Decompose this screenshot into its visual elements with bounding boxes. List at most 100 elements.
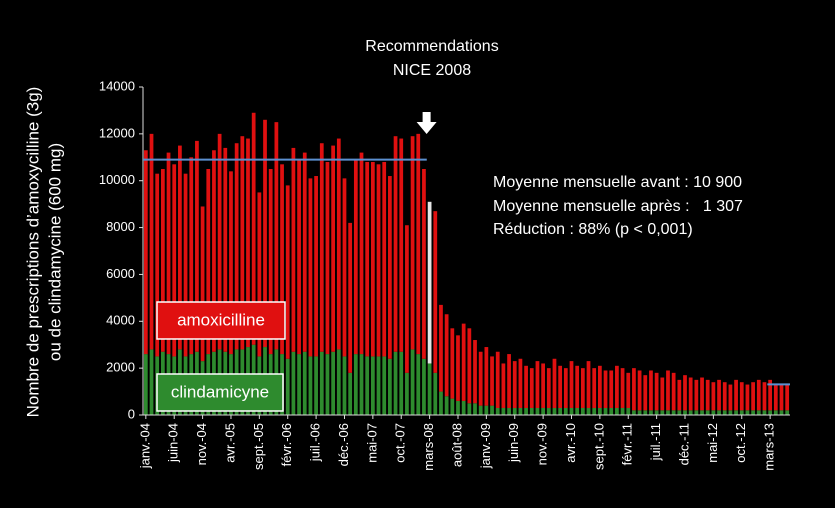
legend-label: clindamicyne <box>171 382 269 401</box>
bar-segment <box>370 356 375 415</box>
bar-segment <box>756 410 761 415</box>
bar-segment <box>711 382 716 411</box>
x-tick-label: févr.-06 <box>279 423 294 466</box>
x-tick-label: nov.-09 <box>535 423 550 465</box>
bar-segment <box>450 328 455 399</box>
x-tick-label: oct.-07 <box>393 423 408 463</box>
bar-segment <box>654 372 659 411</box>
bar-segment <box>597 365 602 408</box>
x-tick-label: janv.-09 <box>478 423 493 469</box>
bar-segment <box>155 173 160 357</box>
bar-segment <box>189 157 194 355</box>
bar-segment <box>450 398 455 415</box>
bar-segment <box>683 375 687 411</box>
bar-segment <box>257 192 262 357</box>
bar-segment <box>291 147 296 352</box>
bar-segment <box>461 323 466 401</box>
bar-segment <box>751 382 755 411</box>
bar-segment <box>739 382 744 411</box>
bar-segment <box>586 407 591 415</box>
bar-segment <box>518 358 523 408</box>
x-tick-label: juin-04 <box>166 423 181 463</box>
y-tick-label: 14000 <box>99 78 135 93</box>
bar-segment <box>507 407 511 415</box>
bar-segment <box>620 368 625 408</box>
y-axis-label: ou de clindamycine (600 mg) <box>45 143 64 361</box>
bar-segment <box>234 143 239 350</box>
bar-segment <box>348 222 353 373</box>
bar-segment <box>376 356 381 415</box>
bar-segment <box>166 152 171 355</box>
x-tick-label: juin-09 <box>506 423 521 463</box>
bar-segment <box>416 354 421 415</box>
bar-segment <box>700 377 704 411</box>
bar-segment <box>677 379 682 411</box>
bar-segment <box>694 410 699 415</box>
bar-segment <box>240 136 245 350</box>
bar-segment <box>342 178 347 357</box>
bar-segment <box>319 351 324 415</box>
bar-segment <box>563 407 568 415</box>
bar-segment <box>632 368 636 411</box>
bar-segment <box>370 161 375 357</box>
bar-segment <box>439 391 443 415</box>
x-tick-label: déc.-06 <box>336 423 351 466</box>
bar-segment <box>677 410 682 415</box>
bar-segment <box>779 384 784 411</box>
bar-segment <box>433 372 438 415</box>
bar-segment <box>302 351 307 415</box>
x-tick-label: sept.-10 <box>591 423 606 470</box>
bar-segment <box>495 351 500 408</box>
bar-segment <box>722 410 727 415</box>
bar-segment <box>688 410 693 415</box>
bar-segment <box>546 407 551 415</box>
bar-segment <box>518 407 523 415</box>
bar-segment <box>512 407 517 415</box>
bar-segment <box>626 372 631 408</box>
bar-segment <box>160 169 165 352</box>
bar-segment <box>745 384 750 411</box>
y-tick-label: 0 <box>128 406 135 421</box>
bar-segment <box>773 384 778 411</box>
bar-segment <box>671 372 676 411</box>
bar-segment <box>779 410 784 415</box>
bar-segment <box>456 335 460 401</box>
bar-segment <box>524 407 528 415</box>
bar-segment <box>575 407 580 415</box>
bar-segment <box>365 356 370 415</box>
bar-segment <box>541 407 545 415</box>
bar-segment <box>756 379 761 411</box>
bar-segment <box>353 354 358 415</box>
bar-segment <box>444 314 449 397</box>
bar-segment <box>348 372 353 415</box>
bar-segment <box>393 136 398 352</box>
bar-segment <box>206 169 211 355</box>
bar-segment <box>643 375 648 411</box>
bar-segment <box>535 407 540 415</box>
bar-segment <box>490 405 494 415</box>
x-tick-label: févr.-11 <box>620 423 635 465</box>
bar-segment <box>597 407 602 415</box>
bar-segment <box>592 368 597 408</box>
bar-segment <box>785 384 790 411</box>
bar-segment <box>558 365 563 408</box>
bar-segment <box>552 358 557 408</box>
legend-box <box>156 301 286 340</box>
bar-segment <box>637 410 642 415</box>
bar-segment <box>223 147 228 352</box>
bar-segment <box>376 164 381 357</box>
bar-segment <box>382 356 387 415</box>
x-tick-label: mai-07 <box>364 423 379 463</box>
bar-segment <box>433 211 438 373</box>
bar-segment <box>785 410 790 415</box>
bar-segment <box>178 145 182 350</box>
bar-segment <box>302 152 307 352</box>
bar-segment <box>291 351 296 415</box>
bar-segment <box>563 368 568 408</box>
bar-segment <box>632 410 636 415</box>
y-tick-label: 10000 <box>99 172 135 187</box>
bar-segment <box>405 372 409 415</box>
bar-segment <box>319 143 324 352</box>
bar-segment <box>569 361 574 408</box>
bar-segment <box>473 403 477 415</box>
